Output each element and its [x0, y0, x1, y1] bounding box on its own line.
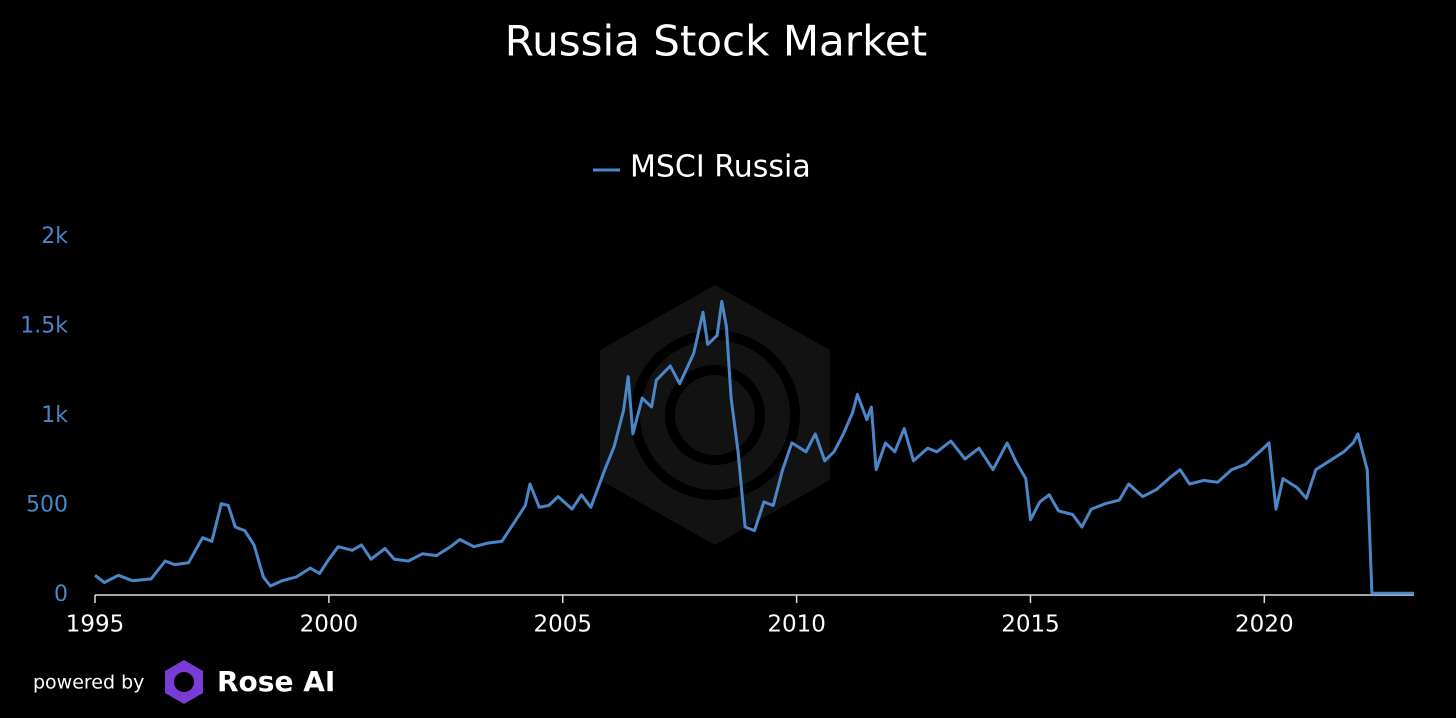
series-line — [94, 299, 1414, 595]
y-tick-label: 2k — [41, 224, 68, 249]
x-tick-label: 2010 — [767, 612, 826, 638]
x-tick-label: 1995 — [66, 612, 125, 638]
footer: powered by Rose AI — [33, 660, 335, 704]
y-tick-label: 500 — [26, 493, 68, 518]
x-tick-label: 2000 — [300, 612, 359, 638]
watermark — [600, 285, 830, 545]
chart-title: Russia Stock Market — [505, 17, 927, 66]
y-tick-label: 1k — [41, 403, 68, 428]
x-tick-label: 2020 — [1235, 612, 1294, 638]
y-tick-label: 1.5k — [20, 314, 68, 339]
brand-name: Rose AI — [217, 665, 335, 698]
y-tick-label: 0 — [54, 582, 68, 607]
legend-label: MSCI Russia — [630, 150, 811, 185]
x-tick-label: 2005 — [533, 612, 592, 638]
powered-by: powered by — [33, 672, 144, 694]
brand-logo-center — [174, 672, 194, 692]
x-tick-label: 2015 — [1001, 612, 1060, 638]
